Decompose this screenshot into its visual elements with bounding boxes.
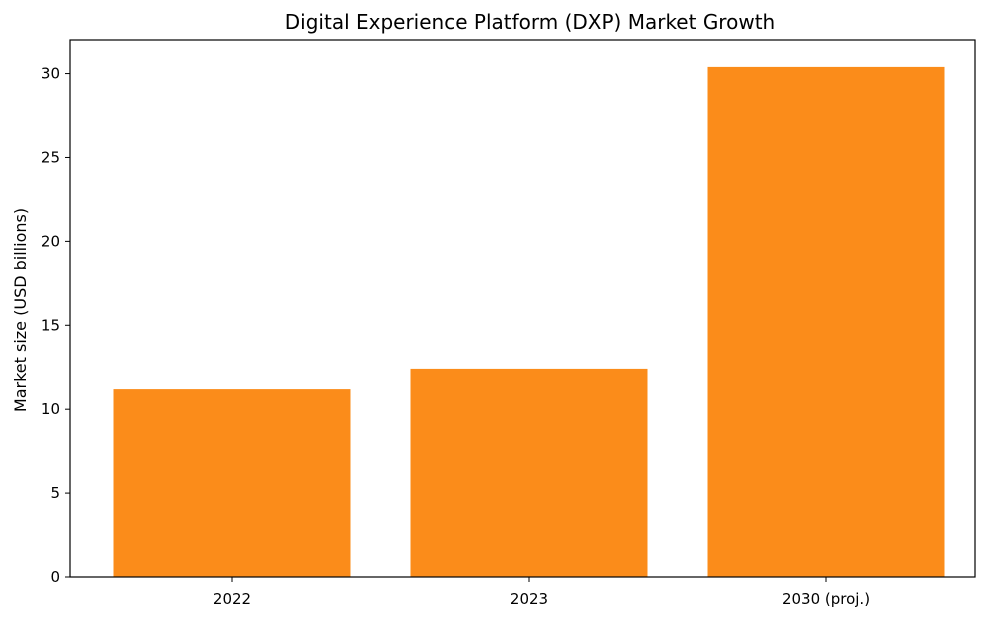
bars-layer <box>113 66 945 578</box>
y-tick-label: 15 <box>41 316 60 334</box>
chart-title: Digital Experience Platform (DXP) Market… <box>285 10 775 34</box>
x-axis: 2022 2023 2030 (proj.) <box>213 577 870 608</box>
y-tick-label: 0 <box>50 568 60 586</box>
bar-2 <box>707 66 945 578</box>
plot-frame <box>69 39 976 578</box>
y-tick-label: 25 <box>41 148 60 166</box>
y-axis-label: Market size (USD billions) <box>11 208 30 412</box>
x-tick-label: 2022 <box>213 590 251 608</box>
y-tick-label: 10 <box>41 400 60 418</box>
x-tick-label: 2030 (proj.) <box>782 590 870 608</box>
y-tick-label: 20 <box>41 232 60 250</box>
x-tick-label: 2023 <box>510 590 548 608</box>
bar-0 <box>113 389 351 577</box>
y-tick-label: 5 <box>50 484 60 502</box>
y-axis: 0 5 10 15 20 25 30 <box>41 65 70 586</box>
y-tick-label: 30 <box>41 65 60 83</box>
bar-1 <box>410 368 648 577</box>
